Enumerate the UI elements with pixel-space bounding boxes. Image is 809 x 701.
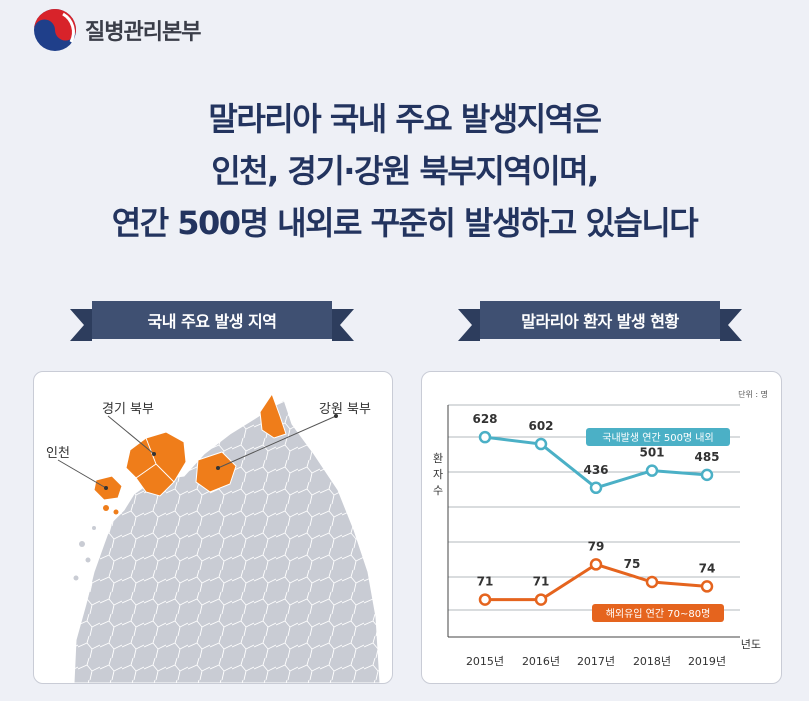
map-section-title: 국내 주요 발생 지역 <box>92 301 332 339</box>
taegeuk-emblem-icon <box>34 9 76 51</box>
data-point <box>645 464 659 477</box>
x-tick-label: 2015년 <box>466 655 504 668</box>
x-tick-label: 2016년 <box>522 655 560 668</box>
data-point <box>700 580 714 593</box>
data-point <box>534 437 548 451</box>
data-label: 71 <box>477 575 494 589</box>
korea-map <box>57 392 381 683</box>
map-label-incheon: 인천 <box>46 446 70 461</box>
data-label: 602 <box>528 419 553 433</box>
region-gangwon-north-2 <box>259 392 287 439</box>
legend-box <box>592 604 724 622</box>
data-label: 485 <box>694 450 719 464</box>
org-name: 질병관리본부 <box>85 20 201 45</box>
chart-section-title: 말라리아 환자 발생 현황 <box>480 301 720 339</box>
chart-section-ribbon: 말라리아 환자 발생 현황 <box>458 301 742 341</box>
data-point <box>478 593 492 606</box>
data-label: 75 <box>624 557 641 571</box>
x-axis-title: 년도 <box>741 638 761 651</box>
logo: 질병관리본부 <box>33 8 201 52</box>
x-tick-label: 2018년 <box>633 655 671 668</box>
map-section-ribbon: 국내 주요 발생 지역 <box>70 301 354 341</box>
data-point <box>478 430 492 444</box>
data-point <box>534 593 548 606</box>
data-point <box>645 575 659 589</box>
legend-box <box>586 428 730 446</box>
region-gangwon-north-1 <box>195 451 237 493</box>
headline-line-2: 인천, 경기·강원 북부지역이며, <box>211 152 599 190</box>
data-label: 71 <box>533 575 550 589</box>
headline-line-1: 말라리아 국내 주요 발생지역은 <box>208 100 602 138</box>
x-tick-label: 2017년 <box>577 655 615 668</box>
data-label: 436 <box>583 463 608 477</box>
map-panel: 경기 북부 강원 북부 인천 <box>33 371 393 684</box>
data-point <box>589 558 603 571</box>
map-label-gangwon: 강원 북부 <box>319 402 371 417</box>
unit-label: 단위 : 명 <box>738 389 768 399</box>
headline: 말라리아 국내 주요 발생지역은 인천, 경기·강원 북부지역이며, 연간 50… <box>0 93 809 249</box>
x-tick-label: 2019년 <box>688 655 726 668</box>
legend-label: 국내발생 연간 500명 내외 <box>602 432 713 444</box>
data-label: 501 <box>639 446 664 460</box>
data-label: 74 <box>699 561 716 575</box>
data-point <box>589 481 603 495</box>
map-label-gyeonggi: 경기 북부 <box>102 402 154 417</box>
data-label: 628 <box>472 412 497 426</box>
headline-line-3: 연간 500명 내외로 꾸준히 발생하고 있습니다 <box>111 204 699 242</box>
data-point <box>700 468 714 482</box>
legend-label: 해외유입 연간 70~80명 <box>606 607 711 620</box>
data-label: 79 <box>588 539 605 553</box>
